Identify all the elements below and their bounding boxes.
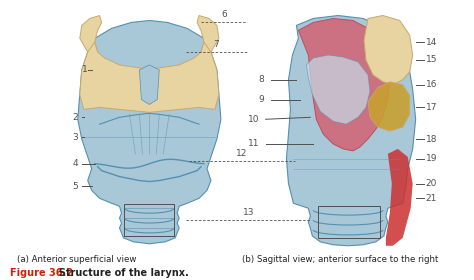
Text: 16: 16	[426, 80, 437, 89]
Text: 8: 8	[259, 75, 264, 84]
Text: 15: 15	[426, 55, 437, 64]
Polygon shape	[364, 15, 413, 85]
Text: 19: 19	[426, 154, 437, 163]
Text: 1: 1	[82, 65, 88, 74]
Text: 13: 13	[243, 208, 255, 217]
Text: 4: 4	[72, 159, 78, 168]
Polygon shape	[306, 55, 370, 124]
Text: 3: 3	[72, 132, 78, 142]
Polygon shape	[286, 15, 416, 246]
Text: 2: 2	[72, 113, 78, 122]
Polygon shape	[197, 15, 219, 52]
Text: Figure 36.2: Figure 36.2	[10, 269, 73, 278]
Text: 9: 9	[259, 95, 264, 104]
Text: 14: 14	[426, 38, 437, 47]
Text: 20: 20	[426, 179, 437, 188]
Text: (b) Sagittal view; anterior surface to the right: (b) Sagittal view; anterior surface to t…	[242, 255, 438, 264]
Polygon shape	[386, 149, 413, 246]
Text: 5: 5	[72, 182, 78, 191]
Bar	[318, 206, 380, 238]
Text: 18: 18	[426, 135, 437, 144]
Polygon shape	[80, 42, 219, 112]
Text: 17: 17	[426, 103, 437, 112]
Polygon shape	[80, 15, 101, 52]
Bar	[125, 204, 174, 236]
Text: 12: 12	[236, 149, 247, 158]
Text: 11: 11	[248, 139, 260, 148]
Text: Structure of the larynx.: Structure of the larynx.	[52, 269, 189, 278]
Text: 21: 21	[426, 194, 437, 203]
Text: 10: 10	[248, 115, 260, 124]
Polygon shape	[368, 82, 410, 131]
Polygon shape	[78, 20, 221, 244]
Text: 7: 7	[213, 40, 219, 49]
Text: 6: 6	[221, 10, 227, 20]
Polygon shape	[139, 65, 159, 104]
Text: (a) Anterior superficial view: (a) Anterior superficial view	[17, 255, 137, 264]
Polygon shape	[299, 18, 390, 151]
